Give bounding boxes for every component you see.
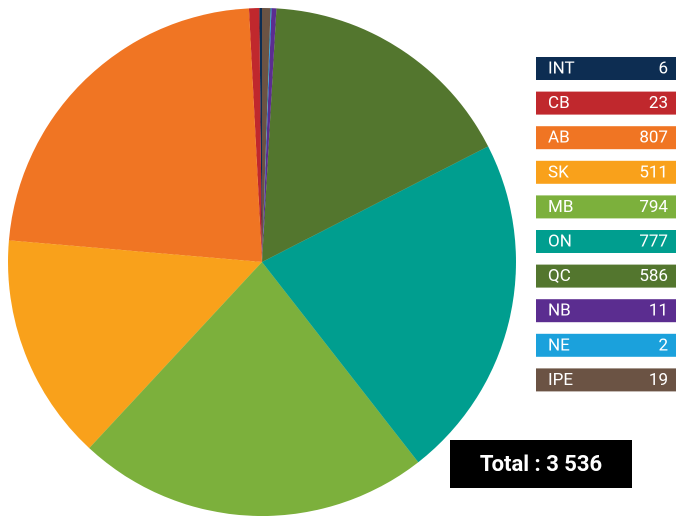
legend-value: 511 [639,162,668,182]
pie-slice [262,146,516,463]
legend-value: 586 [639,266,668,286]
legend-box [536,91,676,115]
legend-value: 807 [639,128,668,148]
legend-value: 777 [639,231,668,251]
legend-label: CB [548,93,570,113]
pie-slice [262,8,277,262]
legend-box [536,299,676,323]
legend-label: INT [548,58,575,78]
pie-slice [262,8,489,263]
total-label: Total : 3 536 [480,452,602,477]
legend-value: 2 [658,335,668,355]
legend-box [536,230,676,253]
legend-label: IPE [548,370,573,390]
legend-box [536,333,676,357]
legend-label: MB [548,197,573,217]
legend-box [536,160,676,184]
pie-slice [7,240,262,449]
legend-label: SK [548,162,569,182]
legend-label: QC [548,266,571,286]
total-box [450,440,632,488]
legend-box [536,57,676,80]
legend-value: 794 [639,197,668,217]
legend-label: NE [548,335,570,355]
legend-value: 23 [649,93,668,113]
legend-label: ON [548,231,572,251]
pie-slice [259,8,262,262]
legend-value: 6 [658,58,668,78]
legend-label: AB [548,128,570,148]
pie-slice [8,8,262,263]
legend-value: 19 [649,370,668,390]
legend-value: 11 [649,301,668,321]
pie-slice [262,8,272,263]
legend-box [536,264,676,288]
pie-slice [89,262,419,516]
pie-slice [248,8,262,263]
legend-box [536,368,676,392]
legend-label: NB [548,301,571,321]
legend-box [536,195,676,219]
legend-box [536,126,676,150]
pie-slice [262,8,271,262]
